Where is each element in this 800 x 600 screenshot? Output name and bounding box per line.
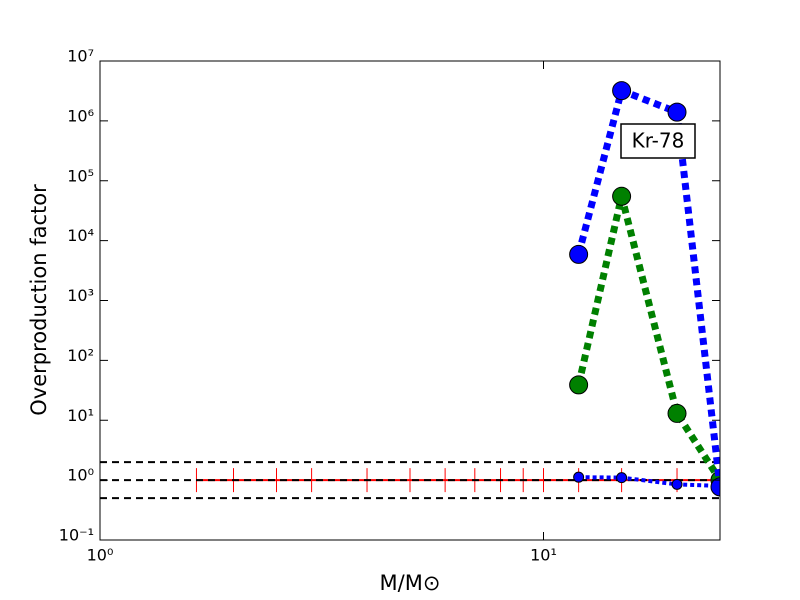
series-line (575, 85, 720, 488)
point-marker (612, 186, 632, 206)
point-marker (569, 244, 589, 264)
x-tick-label: 10⁰ (87, 546, 114, 565)
y-tick-label: 10² (67, 346, 94, 365)
y-tick-label: 10⁵ (67, 166, 94, 185)
plot-area (100, 81, 720, 500)
y-tick-label: 10⁻¹ (59, 526, 94, 545)
x-axis-label: M/M⊙ (380, 571, 441, 595)
y-tick-label: 10³ (67, 286, 94, 305)
x-tick-label: 10¹ (530, 546, 557, 565)
point-marker (667, 403, 687, 423)
y-tick-label: 10⁶ (67, 106, 94, 125)
annotation: Kr-78 (632, 129, 685, 153)
point-marker (710, 477, 720, 497)
y-tick-label: 10⁰ (67, 466, 94, 485)
y-axis-label: Overproduction factor (27, 184, 51, 416)
series-line (575, 195, 720, 482)
annotation-box (620, 123, 696, 159)
series-line (578, 475, 720, 488)
point-marker (616, 472, 628, 484)
point-marker (569, 375, 589, 395)
y-tick-label: 10¹ (67, 406, 94, 425)
point-marker (667, 102, 687, 122)
point-marker (573, 471, 585, 483)
y-tick-label: 10⁷ (67, 47, 94, 66)
point-marker (612, 81, 632, 101)
y-tick-label: 10⁴ (67, 226, 94, 245)
point-marker (671, 478, 683, 490)
